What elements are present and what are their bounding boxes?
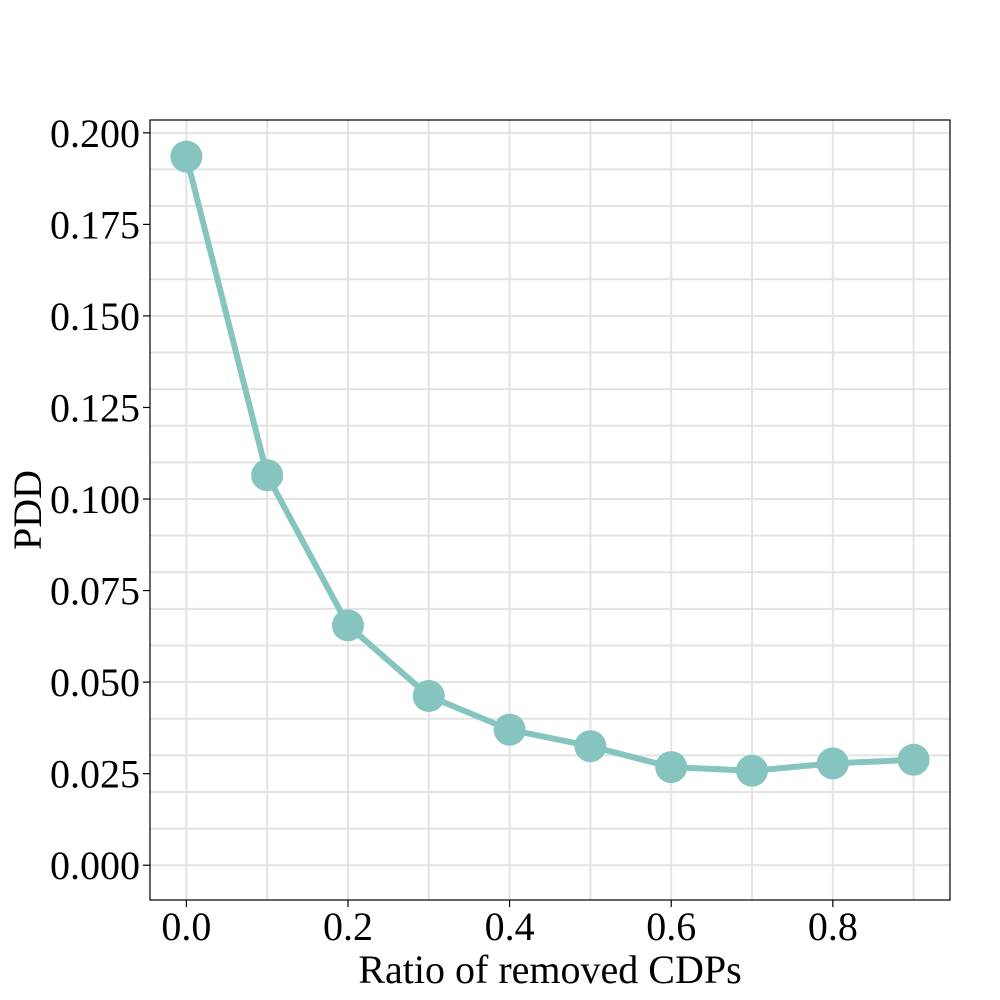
plot-frame (149, 119, 951, 901)
data-point (816, 747, 849, 780)
x-tick-label: 0.2 (323, 904, 373, 949)
series-line (183, 153, 917, 774)
grid (150, 120, 950, 900)
ticks: 0.0 0.2 0.4 0.6 0.8 0.000 0.025 0.050 0.075 0.100… (50, 111, 858, 949)
data-point (412, 680, 445, 713)
data-point (251, 459, 284, 492)
y-axis-label: PDD (5, 470, 50, 550)
data-point (736, 754, 769, 787)
y-tick-label: 0.150 (50, 294, 140, 339)
x-tick-label: 0.0 (161, 904, 211, 949)
y-tick-label: 0.050 (50, 660, 140, 705)
x-axis-label: Ratio of removed CDPs (358, 947, 741, 992)
y-tick-label: 0.175 (50, 202, 140, 247)
x-tick-label: 0.6 (646, 904, 696, 949)
data-point (331, 609, 364, 642)
data-point (897, 743, 930, 776)
data-point (574, 730, 607, 763)
y-tick-label: 0.000 (50, 843, 140, 888)
y-tick-label: 0.100 (50, 477, 140, 522)
x-tick-label: 0.4 (485, 904, 535, 949)
y-tick-label: 0.025 (50, 752, 140, 797)
data-point (170, 140, 203, 173)
series-layer (170, 140, 930, 787)
y-tick-label: 0.200 (50, 111, 140, 156)
x-tick-label: 0.8 (808, 904, 858, 949)
data-point (493, 713, 526, 746)
data-point (655, 751, 688, 784)
y-tick-label: 0.075 (50, 569, 140, 614)
y-tick-label: 0.125 (50, 385, 140, 430)
